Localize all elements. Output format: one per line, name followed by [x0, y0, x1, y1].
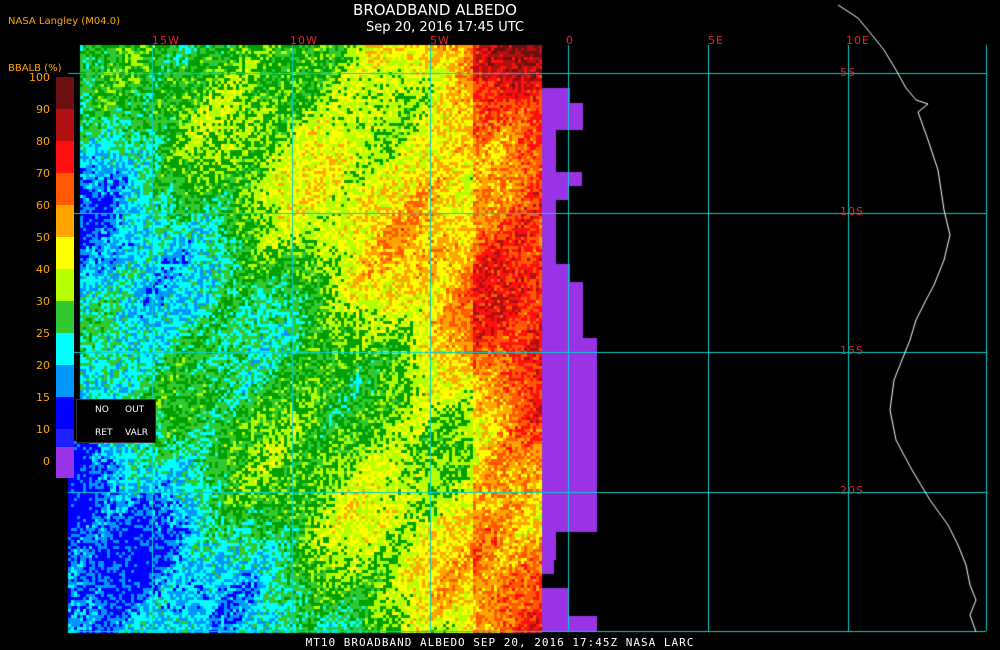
longitude-label: 15W: [152, 34, 180, 47]
colorbar-tick-label: 15: [36, 391, 50, 404]
colorbar-swatch: [56, 77, 74, 109]
legend-out-label: OUT: [125, 405, 145, 415]
colorbar-swatch: [56, 173, 74, 205]
legend-no-label: NO: [95, 405, 109, 415]
longitude-label: 5E: [708, 34, 724, 47]
producer-label: NASA Langley (M04.0): [8, 16, 120, 27]
longitude-label: 10W: [290, 34, 318, 47]
colorbar-swatch: [56, 269, 74, 301]
latitude-label: 5S: [840, 66, 856, 79]
colorbar-tick-label: 100: [29, 71, 50, 84]
colorbar-tick-label: 60: [36, 199, 50, 212]
colorbar-swatch: [56, 205, 74, 237]
colorbar-swatch: [56, 365, 74, 397]
colorbar-tick-label: 40: [36, 263, 50, 276]
colorbar-tick-label: 70: [36, 167, 50, 180]
longitude-label: 10E: [846, 34, 870, 47]
colorbar-tick-label: 30: [36, 295, 50, 308]
special-values-legend: NO RET OUT VALR: [76, 399, 156, 443]
colorbar-tick-label: 0: [43, 455, 50, 468]
latitude-label: 10S: [840, 205, 864, 218]
colorbar-tick-label: 90: [36, 103, 50, 116]
colorbar-title: BBALB (%): [8, 63, 62, 74]
colorbar-swatch: [56, 109, 74, 141]
colorbar-tick-label: 20: [36, 359, 50, 372]
colorbar-swatch: [56, 447, 74, 478]
footer-caption: MT10 BROADBAND ALBEDO SEP 20, 2016 17:45…: [305, 636, 695, 649]
colorbar-swatch: [56, 301, 74, 333]
colorbar-tick-label: 80: [36, 135, 50, 148]
legend-ret-label: RET: [95, 428, 113, 438]
latitude-label: 15S: [840, 344, 864, 357]
colorbar-tick-label: 25: [36, 327, 50, 340]
map-title: BROADBAND ALBEDO: [353, 1, 517, 19]
colorbar-swatch: [56, 333, 74, 365]
colorbar-swatch: [56, 141, 74, 173]
latitude-label: 20S: [840, 484, 864, 497]
colorbar-swatch: [56, 237, 74, 269]
colorbar-swatch: [56, 397, 74, 429]
colorbar-tick-label: 50: [36, 231, 50, 244]
legend-valr-label: VALR: [125, 428, 149, 438]
map-timestamp: Sep 20, 2016 17:45 UTC: [365, 20, 525, 35]
colorbar-tick-label: 10: [36, 423, 50, 436]
longitude-label: 0: [566, 34, 574, 47]
longitude-label: 5W: [430, 34, 450, 47]
